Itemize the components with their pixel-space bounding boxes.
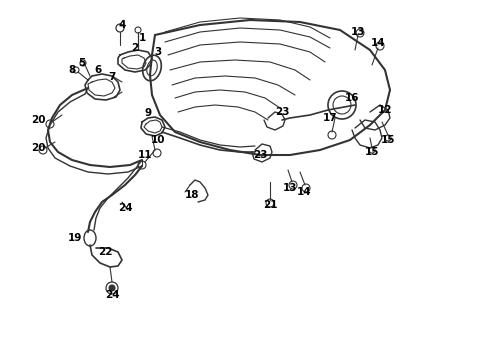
Text: 17: 17: [323, 113, 337, 123]
Text: 20: 20: [31, 143, 45, 153]
Text: 9: 9: [145, 108, 151, 118]
Text: 24: 24: [105, 290, 119, 300]
Text: 14: 14: [371, 38, 385, 48]
Text: 3: 3: [154, 47, 162, 57]
Circle shape: [135, 27, 141, 33]
Text: 5: 5: [78, 58, 86, 68]
Text: 18: 18: [185, 190, 199, 200]
Text: 4: 4: [118, 20, 126, 30]
Text: 15: 15: [381, 135, 395, 145]
Text: 23: 23: [275, 107, 289, 117]
Text: 1: 1: [138, 33, 146, 43]
Text: 12: 12: [378, 105, 392, 115]
Text: 6: 6: [95, 65, 101, 75]
Text: 24: 24: [118, 203, 132, 213]
Text: 21: 21: [263, 200, 277, 210]
Text: 11: 11: [138, 150, 152, 160]
Text: 13: 13: [351, 27, 365, 37]
Text: 8: 8: [69, 65, 75, 75]
Text: 10: 10: [151, 135, 165, 145]
Text: 19: 19: [68, 233, 82, 243]
Circle shape: [109, 285, 115, 291]
Text: 14: 14: [296, 187, 311, 197]
Text: 15: 15: [365, 147, 379, 157]
Text: 13: 13: [283, 183, 297, 193]
Text: 7: 7: [108, 72, 116, 82]
Text: 20: 20: [31, 115, 45, 125]
Text: 2: 2: [131, 43, 139, 53]
Text: 16: 16: [345, 93, 359, 103]
Text: 22: 22: [98, 247, 112, 257]
Text: 23: 23: [253, 150, 267, 160]
